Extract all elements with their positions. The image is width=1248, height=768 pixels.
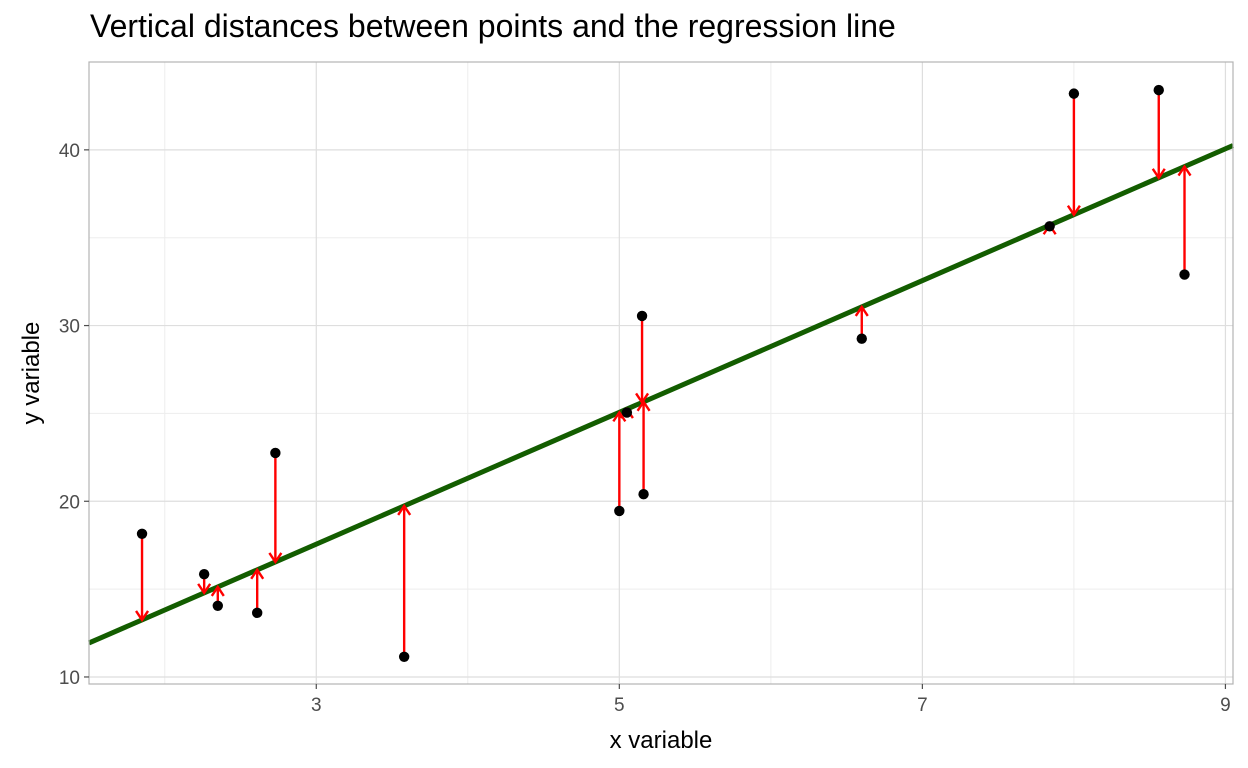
data-point <box>856 333 867 344</box>
residual-arrow-head <box>397 503 412 516</box>
data-point <box>614 505 625 517</box>
data-point <box>136 528 148 539</box>
residual-arrow-head <box>135 610 150 623</box>
x-axis-title: x variable <box>610 727 713 754</box>
residual-arrow-head <box>1151 168 1166 180</box>
y-tick-label: 30 <box>59 317 80 338</box>
data-point <box>638 489 649 500</box>
residual-arrow-head <box>268 552 283 565</box>
residual-arrow-head <box>1066 205 1081 217</box>
panel-border <box>88 61 1234 685</box>
x-tick-label: 5 <box>614 695 625 716</box>
data-point <box>1153 84 1164 96</box>
residual-arrow-head <box>854 304 869 317</box>
residual-arrow-head <box>612 410 627 423</box>
grid <box>89 62 1233 684</box>
data-point <box>1179 269 1190 280</box>
data-point <box>1068 88 1080 99</box>
y-axis-ticks: 10 20 30 40 <box>59 141 89 689</box>
chart-title: Vertical distances between points and th… <box>90 8 896 44</box>
data-points <box>136 84 1190 662</box>
data-point <box>212 600 223 612</box>
data-point <box>270 447 281 459</box>
residual-arrow-head <box>636 399 651 412</box>
data-point <box>636 310 648 322</box>
y-tick-label: 20 <box>59 492 80 513</box>
residual-arrow-head <box>197 583 212 596</box>
regression-line-layer <box>88 143 1234 646</box>
x-axis-ticks: 3 5 7 9 <box>311 684 1231 716</box>
y-tick-label: 40 <box>59 141 80 162</box>
x-tick-label: 9 <box>1220 695 1231 716</box>
residual-arrow-head <box>210 584 225 597</box>
residual-arrow-head <box>250 567 265 580</box>
x-tick-label: 3 <box>311 695 322 716</box>
data-point <box>398 651 410 662</box>
residual-arrows <box>135 90 1192 657</box>
regression-line <box>88 143 1234 646</box>
y-tick-label: 10 <box>59 668 80 689</box>
residual-arrow-head <box>1177 164 1192 177</box>
x-tick-label: 7 <box>917 695 928 716</box>
y-axis-title: y variable <box>18 322 45 425</box>
data-point <box>621 407 633 418</box>
data-point <box>198 568 210 580</box>
data-point <box>1044 221 1055 232</box>
data-point <box>251 607 263 619</box>
